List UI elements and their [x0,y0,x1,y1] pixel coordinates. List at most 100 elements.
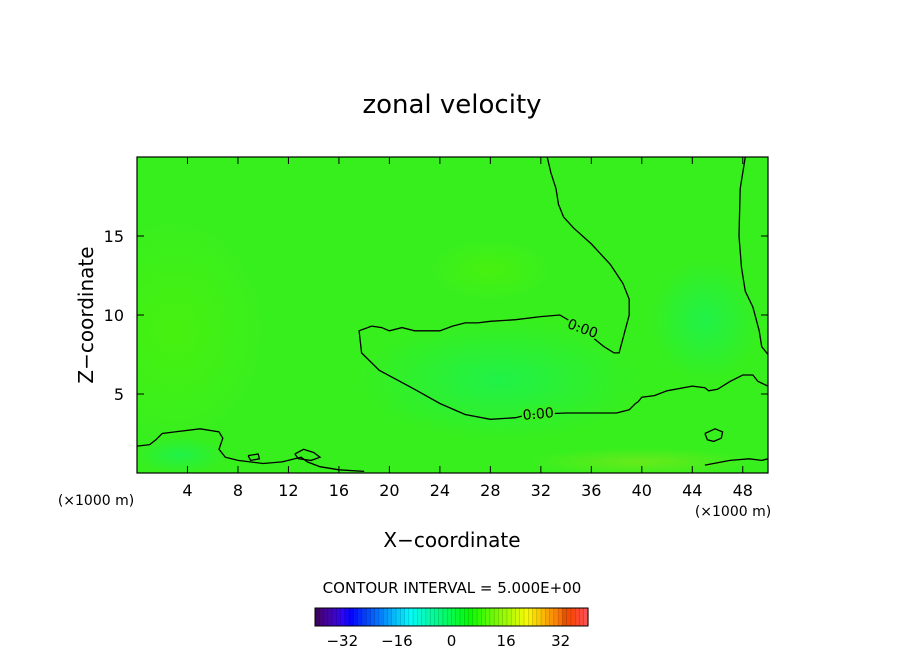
x-tick-label-48: 48 [733,481,753,500]
colorbar-swatch-32 [451,608,457,626]
y-axis-label: Z−coordinate [74,246,98,383]
colorbar-tick-label-3: 16 [497,632,516,650]
colorbar-swatch-54 [545,608,551,626]
colorbar-swatch-11 [361,608,367,626]
colorbar-swatch-61 [575,608,581,626]
colorbar-swatch-55 [549,608,555,626]
colorbar-swatch-34 [460,608,465,626]
x-tick-label-44: 44 [682,481,702,500]
field-patch-bottom-right [530,448,750,473]
colorbar-swatch-19 [396,608,401,626]
x-tick-label-32: 32 [531,481,551,500]
field-patch-bottom-left [137,437,225,473]
x-tick-label-16: 16 [329,481,349,500]
x-unit-right: (×1000 m) [695,504,771,520]
colorbar-swatch-44 [502,608,508,626]
colorbar-swatch-57 [558,608,564,626]
zero-contour-2 [738,157,768,355]
colorbar-swatch-45 [506,608,512,626]
colorbar-swatch-13 [370,608,376,626]
x-tick-label-8: 8 [233,481,243,500]
colorbar-tick-label-2: 0 [447,632,457,650]
colorbar-swatch-36 [468,608,474,626]
colorbar-swatch-14 [374,608,380,626]
colorbar-swatch-40 [485,608,491,626]
colorbar-swatch-38 [477,608,482,626]
colorbar-swatch-3 [327,608,333,626]
colorbar-swatch-35 [464,608,470,626]
y-tick-label-10: 10 [104,306,124,325]
colorbar-swatch-30 [442,608,448,626]
zero-contour-4 [294,448,322,462]
colorbar-swatch-5 [336,608,342,626]
colorbar-swatch-1 [319,608,325,626]
colorbar-swatch-22 [408,608,414,626]
x-tick-label-24: 24 [430,481,450,500]
colorbar-swatch-46 [511,608,517,626]
field-patch-west [137,220,265,440]
colorbar-swatch-59 [566,608,572,626]
field-patch-upper [430,240,550,300]
plot-area: 0.000.00 [137,157,768,473]
colorbar-swatch-17 [387,608,393,626]
field-patch-east [650,260,760,380]
colorbar-swatch-21 [404,608,410,626]
zero-contour-1 [371,157,630,354]
colorbar-swatch-47 [515,608,521,626]
colorbar-swatch-10 [357,608,363,626]
colorbar-swatch-42 [494,608,500,626]
colorbar-swatch-4 [332,608,337,626]
colorbar-swatch-28 [434,608,440,626]
contour-interval-label: CONTOUR INTERVAL = 5.000E+00 [323,579,582,597]
field-patch-center [360,320,640,440]
colorbar-swatch-31 [447,608,453,626]
zero-contour-0 [358,325,768,420]
x-tick-label-36: 36 [581,481,601,500]
x-tick-label-12: 12 [278,481,298,500]
colorbar-tick-label-0: −32 [326,632,358,650]
colorbar-tick-label-1: −16 [381,632,413,650]
colorbar-swatch-53 [541,608,546,626]
colorbar-swatch-16 [383,608,389,626]
x-axis-ticks: 4 8 12 16 20 24 28 32 36 40 44 48 [182,157,753,500]
colorbar-swatch-41 [489,608,495,626]
contour-lines [137,157,768,473]
y-axis-ticks: 5 10 15 [104,227,768,404]
colorbar-swatch-29 [438,608,444,626]
colorbar-swatch-7 [344,608,350,626]
colorbar [314,608,589,626]
colorbar-swatch-24 [417,608,423,626]
colorbar-tick-labels: −32 −16 0 16 32 [326,632,570,650]
colorbar-frame [314,607,589,627]
contour-label-1: 0.00 [522,405,554,424]
colorbar-swatch-50 [528,608,534,626]
colorbar-swatch-52 [536,608,542,626]
colorbar-swatch-2 [323,608,329,626]
colorbar-swatch-20 [400,608,406,626]
colorbar-swatch-43 [498,608,504,626]
colorbar-swatch-0 [315,608,320,626]
colorbar-swatch-48 [519,608,525,626]
colorbar-swatch-26 [425,608,431,626]
zero-contour-5 [247,453,261,462]
colorbar-swatch-63 [583,608,589,626]
colorbar-swatch-37 [472,608,478,626]
y-tick-label-15: 15 [104,227,124,246]
colorbar-swatch-8 [349,608,354,626]
colorbar-swatch-56 [553,608,559,626]
colorbar-swatch-49 [524,608,529,626]
zero-contour-7 [704,458,768,466]
colorbar-swatch-15 [378,608,384,626]
x-tick-label-40: 40 [632,481,652,500]
colorbar-swatch-9 [353,608,359,626]
x-unit-left: (×1000 m) [58,493,134,509]
colorbar-swatch-18 [391,608,397,626]
x-tick-label-28: 28 [480,481,500,500]
colorbar-swatch-58 [562,608,568,626]
y-tick-label-5: 5 [114,385,124,404]
colorbar-swatch-23 [413,608,418,626]
colorbar-swatch-51 [532,608,538,626]
colorbar-swatch-39 [481,608,487,626]
colorbar-swatch-12 [366,608,372,626]
